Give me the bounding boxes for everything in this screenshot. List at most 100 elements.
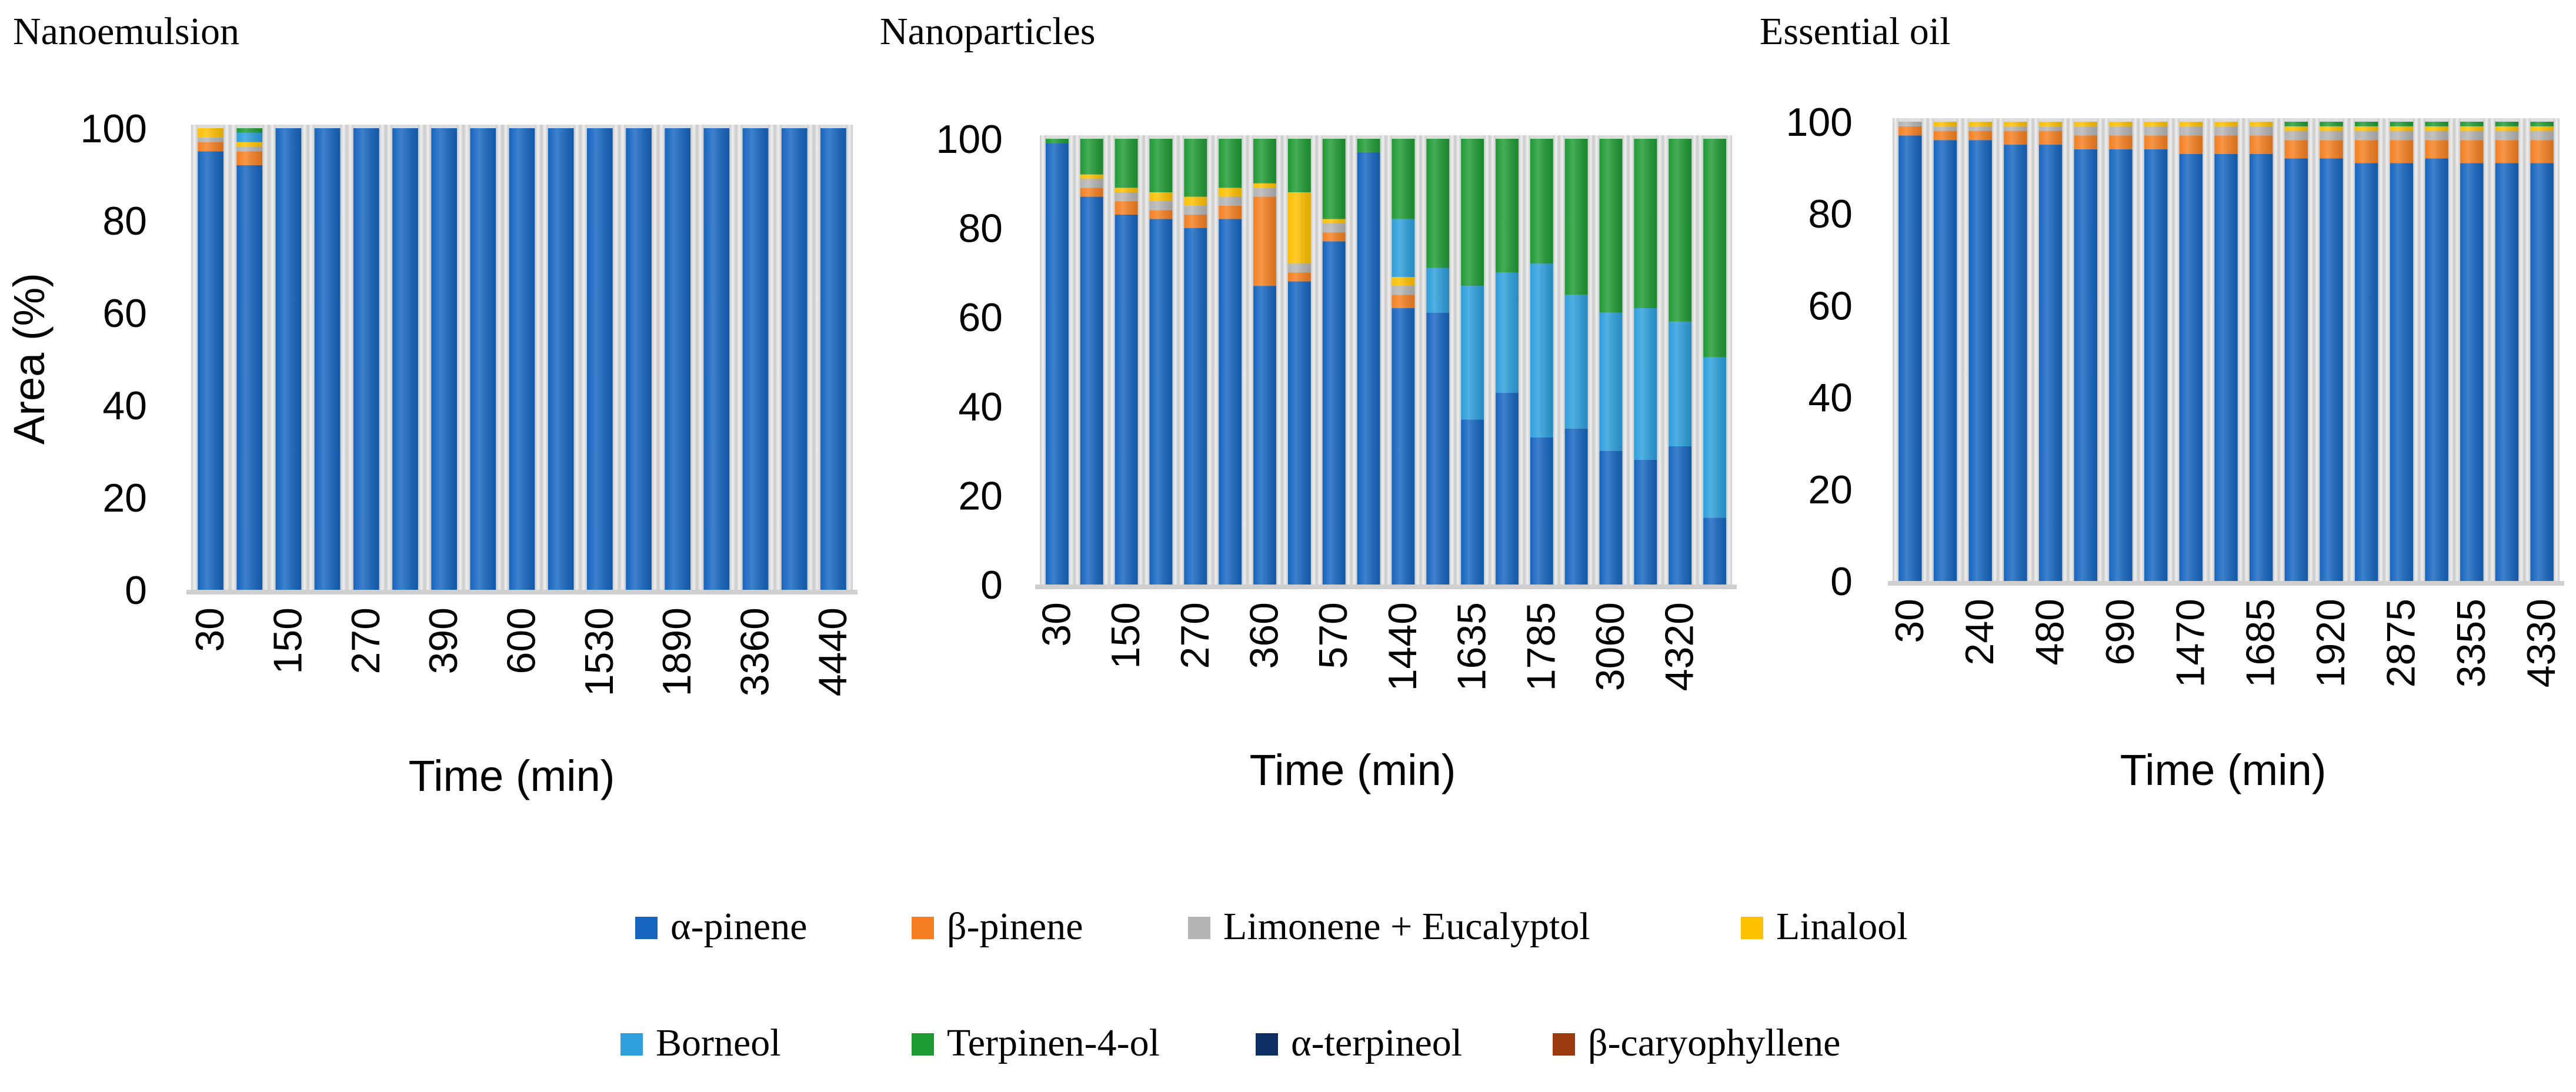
wall-strip — [1998, 118, 2004, 581]
wall-strip — [2132, 118, 2138, 581]
panel-2: Nanoparticles 0 20 40 60 80 100 30 150 270 360 570 1… — [880, 10, 1737, 794]
x-tick-label: 4440 — [810, 607, 855, 696]
legend-label: α-pinene — [670, 905, 807, 948]
wall-strip — [580, 125, 588, 590]
wall-strip — [846, 125, 853, 590]
bar-shading — [1253, 139, 1276, 585]
wall-strip — [1893, 118, 1899, 581]
wall-strip — [2138, 118, 2144, 581]
wall-strip — [1074, 135, 1080, 585]
legend: α-pinene β-pinene Limonene + Eucalyptol Lin… — [620, 905, 1908, 1064]
wall-strip — [1242, 135, 1248, 585]
legend-swatch — [1256, 1033, 1278, 1056]
wall-strip — [308, 125, 315, 590]
wall-strip — [2489, 118, 2495, 581]
legend-item: Terpinen-4-ol — [912, 1021, 1160, 1064]
bar-shading — [1496, 139, 1519, 585]
wall-strip — [619, 125, 626, 590]
bar-shading — [703, 128, 730, 590]
wall-strip — [2348, 118, 2355, 581]
x-tick-label: 1685 — [2238, 599, 2283, 687]
wall-strip — [1663, 135, 1669, 585]
wall-strip — [346, 125, 353, 590]
wall-strip — [1103, 135, 1109, 585]
wall-strip — [425, 125, 432, 590]
wall-strip — [2027, 118, 2033, 581]
x-tick-label: 30 — [1034, 602, 1079, 647]
plot-floor — [1035, 585, 1737, 589]
wall-strip — [2448, 118, 2454, 581]
wall-strip — [385, 125, 393, 590]
legend-item: α-terpineol — [1256, 1021, 1462, 1064]
bar-shading — [353, 128, 379, 590]
bar-shading — [1703, 139, 1726, 585]
y-tick-label: 0 — [125, 568, 147, 613]
wall-strip — [379, 125, 386, 590]
bar-shading — [1357, 139, 1380, 585]
wall-strip — [1213, 135, 1219, 585]
y-tick-label: 0 — [980, 563, 1003, 607]
x-tick-label: 30 — [188, 607, 232, 652]
wall-strip — [2167, 118, 2174, 581]
x-tick-label: 360 — [1242, 602, 1287, 669]
wall-strip — [2378, 118, 2384, 581]
bar-shading — [236, 128, 263, 590]
x-axis-label: Time (min) — [1250, 746, 1456, 794]
wall-strip — [2068, 118, 2074, 581]
x-tick-label: 690 — [2098, 599, 2143, 665]
bar-shading — [392, 128, 418, 590]
y-tick-label: 100 — [1786, 100, 1853, 145]
wall-strip — [2173, 118, 2180, 581]
wall-strip — [1316, 135, 1323, 585]
wall-strip — [502, 125, 509, 590]
x-axis-label: Time (min) — [2120, 746, 2327, 794]
wall-strip — [1143, 135, 1150, 585]
y-tick-label: 100 — [936, 117, 1003, 162]
wall-strip — [2237, 118, 2244, 581]
bar-shading — [2320, 122, 2343, 581]
x-tick-label: 570 — [1311, 602, 1356, 669]
bar-shading — [2144, 122, 2168, 581]
bar-shading — [1461, 139, 1484, 585]
wall-strip — [775, 125, 782, 590]
legend-item: Borneol — [620, 1021, 781, 1064]
wall-strip — [1524, 135, 1530, 585]
bar-shading — [314, 128, 341, 590]
wall-strip — [1247, 135, 1254, 585]
wall-strip — [1518, 135, 1524, 585]
x-tick-label: 150 — [1103, 602, 1148, 669]
bar-shading — [2425, 122, 2448, 581]
bar-shading — [1219, 139, 1242, 585]
wall-strip — [463, 125, 471, 590]
bar-shading — [1080, 139, 1103, 585]
x-tick-label: 600 — [499, 607, 544, 674]
bar-shading — [665, 128, 691, 590]
x-tick-label: 2875 — [2378, 599, 2423, 687]
wall-strip — [2308, 118, 2314, 581]
wall-strip — [456, 125, 464, 590]
bar-shading — [470, 128, 496, 590]
y-tick-label: 40 — [1808, 376, 1853, 420]
bar-shading — [2460, 122, 2484, 581]
wall-strip — [1593, 135, 1600, 585]
bar-shading — [1046, 139, 1069, 585]
x-tick-label: 240 — [1957, 599, 2002, 665]
bar-shading — [2004, 122, 2027, 581]
wall-strip — [1697, 135, 1704, 585]
wall-strip — [1991, 118, 1998, 581]
wall-strip — [1109, 135, 1115, 585]
x-tick-label: 3060 — [1588, 602, 1633, 691]
x-tick-label: 1785 — [1519, 602, 1563, 691]
wall-strip — [690, 125, 698, 590]
wall-strip — [1172, 135, 1179, 585]
wall-strip — [1726, 135, 1732, 585]
bar-shading — [781, 128, 807, 590]
panel-title: Essential oil — [1760, 10, 1950, 53]
legend-swatch — [1741, 917, 1763, 939]
wall-strip — [1553, 135, 1559, 585]
bar-shading — [587, 128, 613, 590]
wall-strip — [736, 125, 743, 590]
wall-strip — [2553, 118, 2560, 581]
wall-strip — [1351, 135, 1357, 585]
